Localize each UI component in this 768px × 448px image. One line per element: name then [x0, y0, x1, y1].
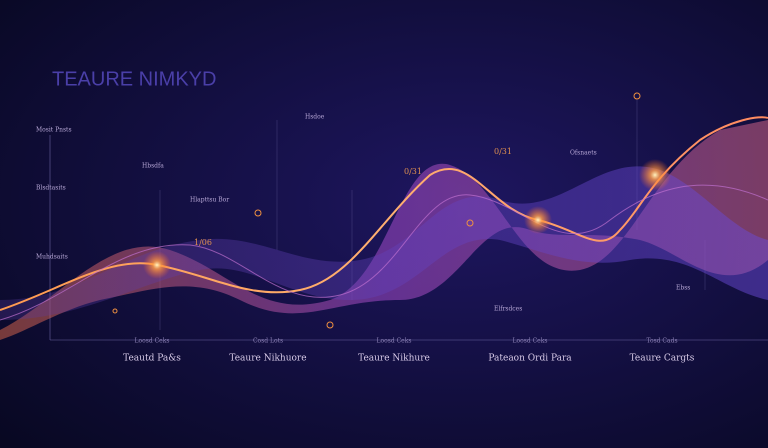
point-label: Elfrsdces	[494, 306, 522, 313]
axis-label: Blsdtasits	[36, 185, 66, 192]
point-label: Ebss	[676, 285, 690, 292]
point-label: Hlapttsu Bor	[190, 197, 229, 204]
glow-points	[112, 92, 671, 329]
x-sub-label: Cosd Lots	[253, 338, 283, 345]
axis-label: Mosit Pnsts	[36, 127, 72, 134]
x-sub-label: Tosd Cads	[646, 338, 677, 345]
x-sub-label: Loosd Ceks	[377, 338, 412, 345]
point-label: 0/31	[494, 147, 512, 156]
x-label: Teautd Pa&s	[123, 354, 181, 364]
x-labels: Loosd Ceks Teautd Pa&s Cosd Lots Teaure …	[123, 338, 695, 364]
point-label: Hbsdfa	[142, 163, 164, 170]
point-label: Ofsnaets	[570, 150, 597, 157]
x-label: Teaure Nikhuore	[229, 354, 306, 364]
x-label: Teaure Nikhure	[358, 354, 430, 364]
point-label: 0/31	[404, 167, 422, 176]
x-label: Teaure Cargts	[630, 354, 695, 364]
x-sub-label: Loosd Ceks	[135, 338, 170, 345]
point-label: 1/06	[194, 238, 212, 247]
x-label: Pateaon Ordi Para	[488, 354, 572, 364]
axis-label: Muhdsaits	[36, 254, 68, 261]
title: TEAURE NIMKYD	[52, 68, 216, 90]
point-label: Hsdoe	[305, 114, 325, 121]
x-sub-label: Loosd Ceks	[513, 338, 548, 345]
